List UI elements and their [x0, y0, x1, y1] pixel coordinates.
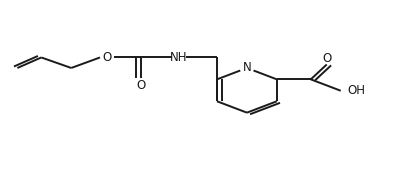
Text: O: O	[321, 52, 330, 65]
Text: O: O	[102, 51, 111, 64]
Text: O: O	[136, 79, 146, 92]
Text: NH: NH	[170, 51, 187, 64]
Text: OH: OH	[347, 84, 365, 97]
Text: N: N	[242, 61, 251, 74]
